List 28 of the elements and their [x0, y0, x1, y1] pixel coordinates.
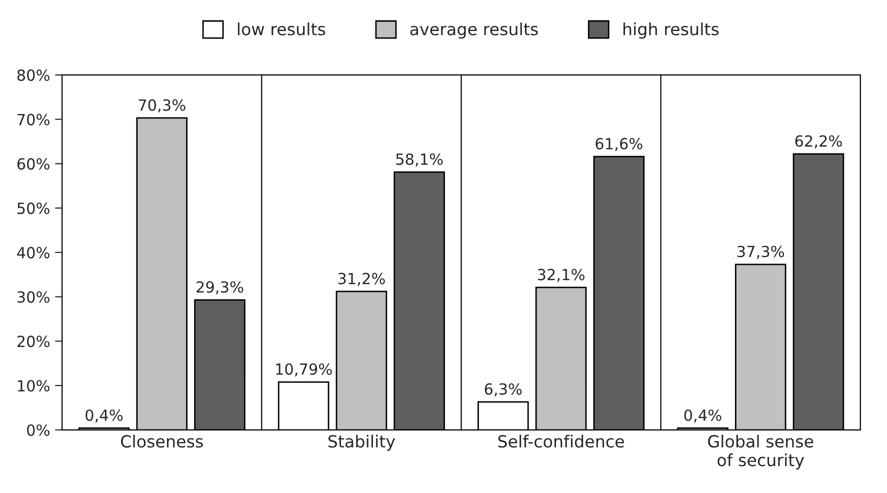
y-tick-label: 30% — [17, 291, 50, 303]
y-tick-label: 70% — [18, 114, 50, 126]
data-label: 10,79% — [276, 363, 332, 376]
legend-label: high results — [623, 22, 719, 39]
y-tick-label: 40% — [17, 246, 50, 258]
y-tick-label: 0% — [27, 424, 50, 436]
x-tick-label: Closeness — [121, 434, 203, 448]
y-tick-label: 60% — [17, 158, 50, 170]
data-label: 37,3% — [738, 246, 784, 259]
x-tick-label: Stability — [328, 434, 396, 451]
y-tick-label: 20% — [17, 336, 50, 348]
x-tick-label: Self-confidence — [498, 434, 624, 448]
data-label: 0,4% — [684, 409, 722, 423]
data-label: 0,4% — [86, 409, 123, 423]
data-label: 70,3% — [138, 99, 186, 112]
data-label: 29,3% — [196, 281, 244, 294]
data-label: 62,2% — [795, 135, 842, 148]
y-tick-label: 50% — [18, 202, 50, 214]
legend-label: average results — [410, 22, 538, 39]
y-tick-label: 10% — [18, 380, 50, 392]
y-tick-label: 80% — [17, 69, 50, 81]
data-label: 61,6% — [596, 138, 642, 152]
data-label: 58,1% — [396, 153, 443, 167]
x-tick-label: Global sense of security — [708, 434, 814, 470]
legend-label: low results — [238, 22, 326, 36]
data-label: 31,2% — [338, 272, 385, 286]
data-label: 6,3% — [484, 383, 522, 396]
data-label: 32,1% — [538, 268, 584, 282]
